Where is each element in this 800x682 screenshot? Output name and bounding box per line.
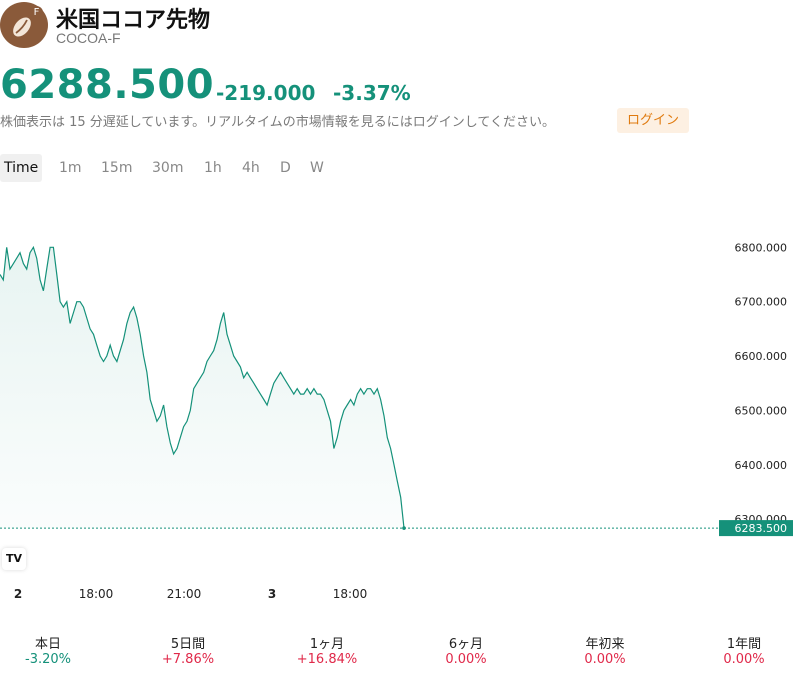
current-price: 6288.500 [0,62,215,108]
perf-value: +7.86% [161,652,215,667]
page-title: 米国ココア先物 [56,8,211,33]
tab-weekly[interactable]: W [310,160,324,176]
header: F 米国ココア先物 COCOA-F [0,0,800,50]
perf-value: -3.20% [25,652,71,667]
perf-1month: 1ヶ月 +16.84% [277,633,377,667]
perf-label: 1ヶ月 [309,637,345,652]
x-tick-label: 2 [14,587,22,601]
login-button[interactable]: ログイン [617,108,689,133]
perf-1year: 1年間 0.00% [694,633,794,667]
y-tick-label: 6400.000 [735,459,788,472]
perf-5day: 5日間 +7.86% [138,633,238,667]
series-area [0,247,404,529]
price-chart-svg[interactable]: 6800.000 6700.000 6600.000 6500.000 6400.000… [0,195,800,610]
price-change: -219.000 [216,81,316,105]
series-line [0,245,405,529]
y-tick-label: 6800.000 [735,241,788,254]
perf-value: +16.84% [296,652,358,667]
delay-notice: 株価表示は 15 分遅延しています。リアルタイムの市場情報を見るにはログインして… [0,115,555,130]
ticker-symbol: COCOA-F [56,30,121,46]
cocoa-bean-icon: F [0,2,48,48]
tab-4h[interactable]: 4h [242,160,260,176]
price-chart[interactable]: 6800.000 6700.000 6600.000 6500.000 6400.000… [0,195,800,610]
perf-value: 0.00% [445,652,487,667]
perf-ytd: 年初来 0.00% [555,633,655,667]
perf-label: 6ヶ月 [448,637,484,652]
perf-value: 0.00% [723,652,765,667]
price-change-percent: -3.37% [333,81,411,105]
perf-value: 0.00% [584,652,626,667]
x-tick-label: 18:00 [333,587,368,601]
tab-1m[interactable]: 1m [59,160,82,176]
last-price-badge [719,520,793,537]
perf-today: 本日 -3.20% [0,633,98,667]
x-tick-label: 18:00 [79,587,114,601]
performance-strip: 本日 -3.20% 5日間 +7.86% 1ヶ月 +16.84% 6ヶ月 0.0… [0,633,800,673]
tradingview-logo-icon[interactable]: TV [2,548,26,570]
last-price-label: 6283.500 [735,522,788,535]
tab-1h[interactable]: 1h [204,160,222,176]
tab-15m[interactable]: 15m [101,160,133,176]
perf-6month: 6ヶ月 0.00% [416,633,516,667]
perf-label: 5日間 [170,637,206,652]
y-tick-label: 6700.000 [735,296,788,309]
perf-label: 本日 [34,637,61,652]
x-tick-label: 21:00 [167,587,202,601]
tab-daily[interactable]: D [280,160,291,176]
tab-30m[interactable]: 30m [152,160,184,176]
futures-badge: F [30,6,43,19]
x-tick-label: 3 [268,587,276,601]
y-tick-label: 6500.000 [735,404,788,417]
perf-label: 1年間 [726,637,762,652]
y-tick-label: 6600.000 [735,350,788,363]
perf-label: 年初来 [585,637,625,652]
tab-time[interactable]: Time [0,154,43,182]
